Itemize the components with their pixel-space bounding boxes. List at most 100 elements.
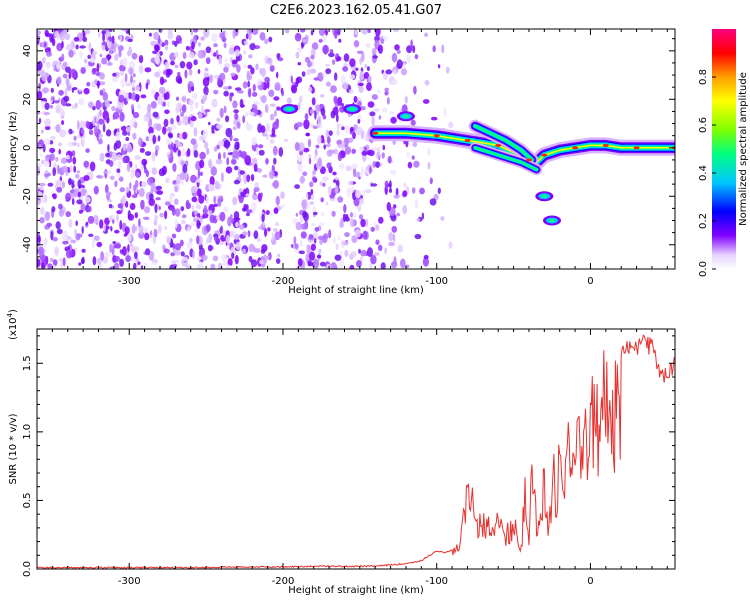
noise-speck (125, 186, 130, 193)
noise-speck (223, 42, 227, 49)
noise-speck (301, 199, 307, 210)
noise-speck (271, 232, 275, 242)
noise-speck (170, 60, 175, 66)
noise-speck (125, 137, 130, 141)
noise-speck (85, 148, 90, 153)
noise-speck (167, 154, 171, 159)
noise-speck (323, 233, 329, 240)
noise-speck (196, 256, 202, 261)
noise-speck (346, 187, 352, 198)
noise-speck (148, 250, 155, 261)
noise-speck (154, 71, 160, 78)
noise-speck (99, 219, 104, 229)
noise-speck (393, 29, 399, 33)
noise-speck (253, 230, 259, 240)
noise-speck (46, 51, 52, 57)
noise-speck (225, 234, 231, 244)
noise-speck (240, 191, 245, 197)
noise-speck (363, 71, 370, 80)
noise-speck (163, 118, 169, 127)
noise-speck (142, 216, 150, 220)
noise-speck (244, 111, 249, 118)
noise-speck (342, 66, 349, 72)
noise-speck (380, 38, 385, 45)
noise-speck (188, 83, 192, 94)
noise-speck (92, 214, 99, 224)
noise-speck (364, 189, 372, 194)
noise-speck (412, 141, 418, 147)
noise-speck (361, 29, 368, 35)
noise-speck (238, 224, 245, 230)
noise-speck (150, 101, 157, 109)
noise-speck (181, 116, 186, 125)
noise-speck (309, 201, 314, 205)
noise-speck (293, 236, 297, 245)
noise-speck (205, 46, 212, 54)
noise-speck (68, 128, 73, 135)
noise-speck (357, 101, 363, 107)
noise-speck (247, 80, 251, 88)
noise-speck (325, 143, 331, 148)
noise-speck (258, 144, 264, 149)
noise-speck (162, 102, 166, 107)
noise-speck (235, 241, 241, 251)
colorbar-label: Normalized spectral amplitude (738, 72, 749, 226)
noise-speck (61, 232, 68, 242)
noise-speck (84, 29, 91, 35)
noise-speck (174, 198, 179, 205)
colorbar-axes: 0.0 0.2 0.4 0.6 0.8 (698, 69, 716, 277)
noise-speck (181, 214, 187, 219)
noise-speck (365, 43, 371, 48)
noise-speck (301, 42, 304, 49)
noise-speck (98, 133, 103, 139)
noise-speck (393, 69, 397, 76)
noise-speck (104, 251, 111, 257)
noise-speck (121, 125, 127, 132)
noise-speck (215, 158, 223, 165)
noise-speck (319, 94, 325, 98)
noise-speck (387, 155, 392, 164)
noise-speck (241, 248, 247, 254)
noise-speck (164, 248, 170, 254)
snr-y-multiplier-base: (x10 (8, 317, 19, 340)
noise-speck (71, 181, 75, 189)
noise-speck (411, 187, 416, 194)
snr-x-label: Height of straight line (km) (288, 585, 424, 596)
noise-speck (324, 63, 330, 67)
noise-speck (81, 248, 86, 253)
noise-speck (275, 195, 280, 206)
noise-speck (104, 99, 110, 108)
noise-speck (143, 226, 149, 234)
noise-speck (140, 94, 147, 99)
noise-speck (330, 110, 336, 119)
noise-speck (186, 264, 191, 269)
noise-speck (371, 146, 378, 151)
noise-speck (353, 124, 358, 130)
noise-speck (336, 122, 340, 131)
noise-speck (226, 244, 230, 250)
noise-speck (268, 57, 273, 67)
noise-speck (322, 73, 329, 77)
noise-speck (198, 261, 203, 269)
noise-speck (204, 109, 211, 113)
noise-speck (60, 157, 68, 164)
noise-speck (105, 152, 111, 158)
noise-speck (61, 120, 65, 126)
noise-speck (248, 88, 252, 98)
noise-speck (362, 230, 368, 240)
noise-speck (76, 199, 83, 205)
noise-speck (166, 137, 173, 145)
noise-speck (194, 228, 198, 233)
noise-speck (134, 171, 140, 178)
noise-speck (267, 227, 271, 232)
noise-speck (391, 225, 398, 233)
noise-speck (312, 176, 317, 182)
noise-speck (223, 229, 226, 238)
noise-speck (38, 82, 41, 91)
noise-speck (199, 151, 206, 160)
noise-speck (182, 52, 187, 59)
noise-speck (58, 203, 63, 210)
colorbar-tick-label: 0.8 (698, 69, 709, 85)
noise-speck (182, 131, 188, 140)
noise-speck (62, 61, 68, 68)
